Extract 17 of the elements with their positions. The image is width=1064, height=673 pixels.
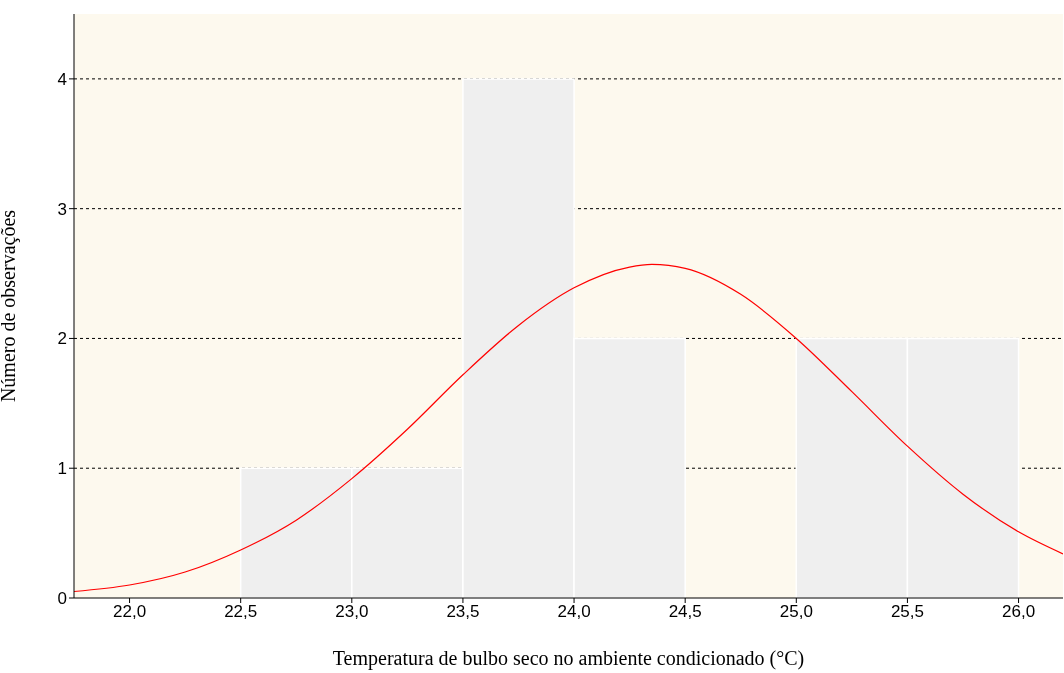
line-series xyxy=(74,263,1063,593)
x-tick-label: 22,0 xyxy=(113,602,147,622)
y-tick-label: 3 xyxy=(57,199,67,219)
y-tick-label: 4 xyxy=(57,69,67,89)
x-tick-label: 24,5 xyxy=(668,602,702,622)
x-tick-label: 25,5 xyxy=(890,602,924,622)
y-tick-label: 1 xyxy=(57,459,67,479)
x-tick-label: 25,0 xyxy=(779,602,813,622)
y-tick-label: 0 xyxy=(57,589,67,609)
y-tick-label: 2 xyxy=(57,329,67,349)
x-axis-title: Temperatura de bulbo seco no ambiente condicionado (°C) xyxy=(332,647,805,670)
x-tick-label: 23,0 xyxy=(335,602,369,622)
y-axis-title: Número de observações xyxy=(0,209,21,403)
x-tick-label: 24,0 xyxy=(557,602,591,622)
x-tick-label: 22,5 xyxy=(224,602,258,622)
x-tick-label: 23,5 xyxy=(446,602,480,622)
x-tick-label: 26,0 xyxy=(1002,602,1036,622)
